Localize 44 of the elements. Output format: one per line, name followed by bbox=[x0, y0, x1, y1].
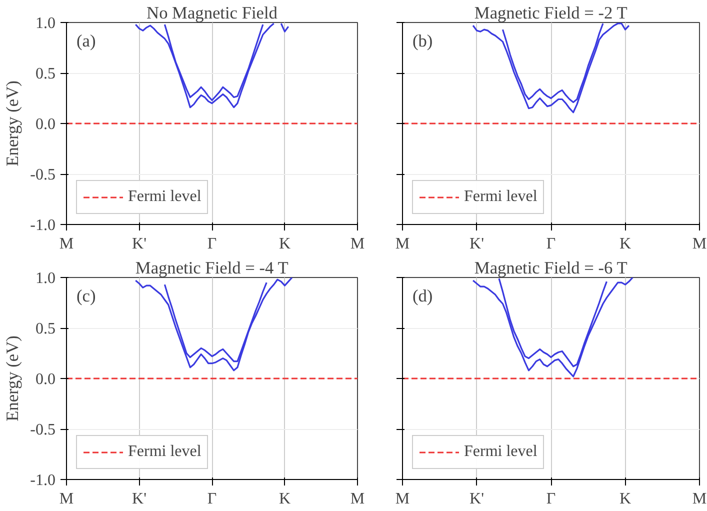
y-tick-label: 1.0 bbox=[36, 270, 56, 287]
y-tick-label: 0.0 bbox=[36, 371, 56, 388]
x-tick-label: M bbox=[692, 490, 707, 508]
x-tick-label: K' bbox=[132, 236, 147, 252]
y-tick-label: 0.5 bbox=[36, 66, 56, 82]
annotation: (d) bbox=[412, 286, 433, 306]
x-tick-label: K' bbox=[470, 236, 484, 252]
x-tick-label: M bbox=[350, 236, 365, 252]
chart-title: No Magnetic Field bbox=[146, 4, 278, 22]
x-tick-label: Γ bbox=[207, 236, 217, 252]
x-tick-label: M bbox=[395, 236, 410, 252]
x-tick-label: M bbox=[59, 490, 74, 508]
x-tick-label: Γ bbox=[546, 490, 556, 508]
x-tick-label: M bbox=[59, 236, 74, 252]
y-axis-title: Energy (eV) bbox=[3, 335, 22, 422]
chart-title: Magnetic Field = -6 T bbox=[474, 258, 628, 278]
y-tick-label: 0.0 bbox=[36, 116, 56, 133]
x-tick-label: M bbox=[350, 490, 365, 508]
x-tick-label: Γ bbox=[207, 490, 217, 508]
y-tick-label: 0.5 bbox=[36, 320, 56, 338]
annotation: (b) bbox=[412, 32, 433, 50]
legend-label: Fermi level bbox=[464, 443, 538, 461]
y-tick-label: -0.5 bbox=[30, 166, 56, 184]
x-tick-label: M bbox=[692, 236, 707, 252]
annotation: (a) bbox=[76, 32, 96, 50]
x-tick-label: K bbox=[278, 236, 291, 252]
x-tick-label: K' bbox=[470, 490, 484, 508]
y-axis-title: Energy (eV) bbox=[3, 80, 22, 166]
x-tick-label: K bbox=[278, 490, 291, 508]
chart-title: Magnetic Field = -4 T bbox=[135, 258, 289, 278]
chart-title: Magnetic Field = -2 T bbox=[474, 4, 628, 22]
annotation: (c) bbox=[76, 286, 96, 306]
legend-label: Fermi level bbox=[128, 443, 202, 461]
y-tick-label: -1.0 bbox=[30, 472, 56, 489]
x-tick-label: Γ bbox=[546, 236, 556, 252]
x-tick-label: K bbox=[619, 490, 632, 508]
x-tick-label: M bbox=[395, 490, 410, 508]
y-tick-label: -0.5 bbox=[30, 422, 56, 438]
x-tick-label: K bbox=[619, 236, 632, 252]
y-tick-label: 1.0 bbox=[36, 15, 56, 32]
x-tick-label: K' bbox=[132, 490, 147, 508]
legend-label: Fermi level bbox=[464, 188, 538, 206]
legend-label: Fermi level bbox=[128, 188, 202, 206]
y-tick-label: -1.0 bbox=[30, 217, 56, 234]
